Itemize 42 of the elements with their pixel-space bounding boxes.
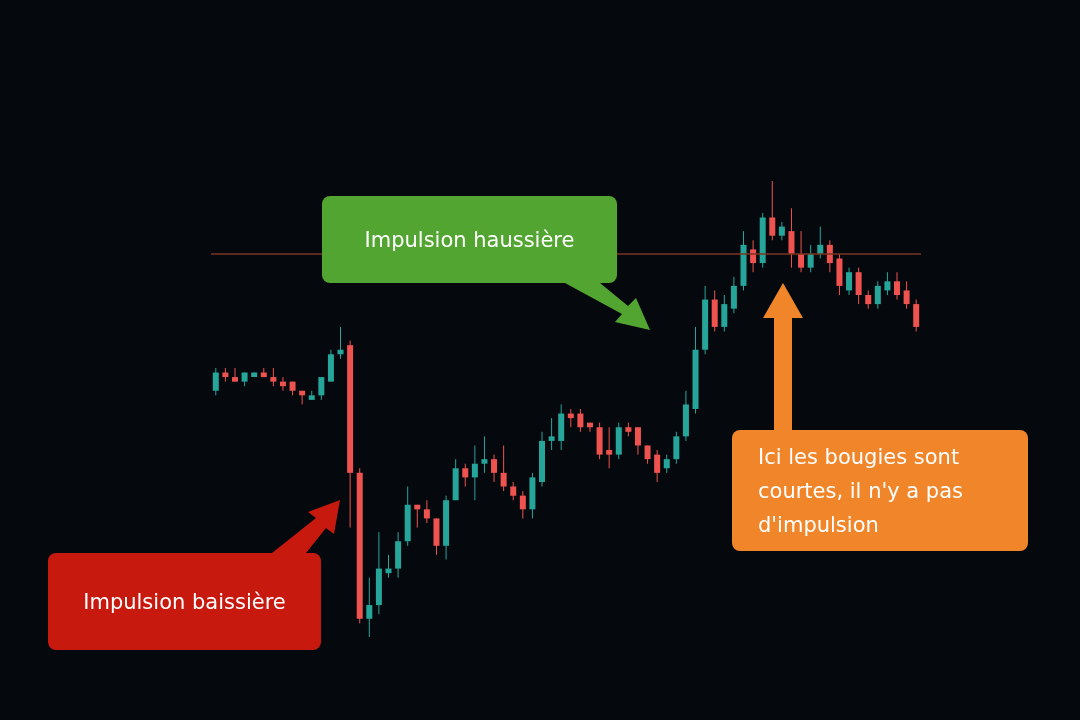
candlestick xyxy=(462,463,469,488)
candlestick xyxy=(270,367,277,387)
candlestick xyxy=(500,444,507,492)
annotation: Ici les bougies sont courtes, il n'y a pas d'impulsion xyxy=(758,443,964,539)
candlestick xyxy=(491,454,498,483)
callout-box: Ici les bougies sont courtes, il n'y a pas d'impulsion xyxy=(732,430,1028,551)
callout-box: Impulsion haussière xyxy=(322,196,617,283)
candlestick xyxy=(913,299,920,332)
candlestick xyxy=(788,207,795,269)
candlestick xyxy=(846,267,853,296)
candlestick xyxy=(212,367,219,396)
candlestick xyxy=(865,289,872,310)
candlestick xyxy=(481,435,488,474)
candlestick xyxy=(798,230,805,273)
candlestick xyxy=(894,271,901,301)
candlestick xyxy=(884,271,891,296)
candlestick xyxy=(318,376,325,401)
candlestick xyxy=(654,449,661,483)
candlestick xyxy=(807,244,814,273)
annotation: Impulsion haussière xyxy=(364,226,575,254)
candlestick xyxy=(874,280,881,310)
candlestick xyxy=(366,577,373,638)
candlestick xyxy=(606,426,613,469)
annotation: Impulsion baissière xyxy=(83,588,286,616)
candlestick xyxy=(903,280,910,310)
candlestick xyxy=(644,444,651,465)
candlestick xyxy=(769,180,776,241)
callout-box: Impulsion baissière xyxy=(48,553,321,650)
candlestick xyxy=(634,426,641,456)
candlestick xyxy=(778,221,785,241)
candlestick xyxy=(577,408,584,433)
candlestick xyxy=(548,417,555,451)
candlestick xyxy=(231,367,238,383)
candlestick xyxy=(510,481,517,501)
candlestick xyxy=(519,490,526,519)
candlestick xyxy=(673,431,680,465)
candlestick xyxy=(471,444,478,501)
candlestick xyxy=(855,267,862,305)
candlestick xyxy=(730,276,737,314)
candlestick xyxy=(721,294,728,332)
candlestick xyxy=(423,499,430,524)
candlestick xyxy=(663,454,670,474)
